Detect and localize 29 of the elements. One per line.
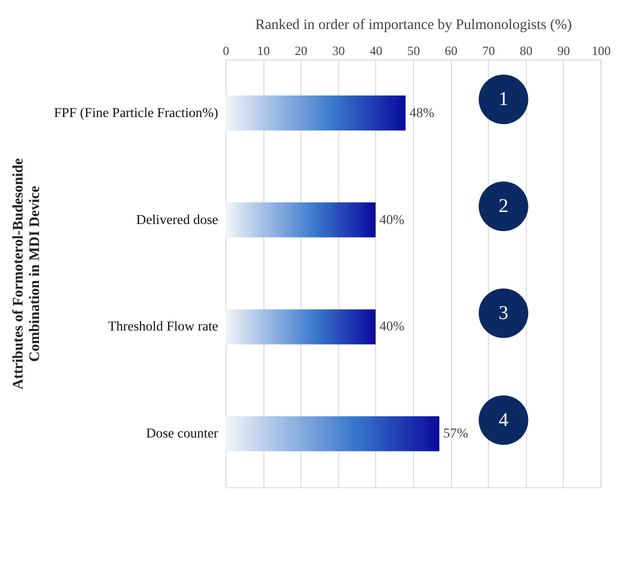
bar <box>225 416 440 452</box>
data-label: 40% <box>379 318 404 334</box>
y-tick-label: Dose counter <box>146 426 219 441</box>
bar <box>225 202 376 238</box>
x-axis-title: Ranked in order of importance by Pulmonologists (%) <box>255 16 572 33</box>
y-tick-label: FPF (Fine Particle Fraction%) <box>54 104 218 120</box>
y-axis-title: Attributes of Formoterol-Budesonide Combination in MDI Device <box>10 158 44 390</box>
data-label: 40% <box>379 212 404 227</box>
annotation: 3 <box>498 303 508 324</box>
x-tick-label: 30 <box>332 44 345 58</box>
data-label: 48% <box>409 104 434 120</box>
x-tick-label: 60 <box>444 44 458 58</box>
x-tick-label: 0 <box>222 44 230 58</box>
x-tick-label: 70 <box>482 44 495 58</box>
annotation: 4 <box>498 410 509 431</box>
x-tick-label: 80 <box>520 44 532 58</box>
x-tick-label: 100 <box>592 44 611 58</box>
x-tick-label: 40 <box>370 44 382 58</box>
x-tick-label: 50 <box>407 44 420 58</box>
x-tick-label: 20 <box>294 44 308 58</box>
y-tick-label: Delivered dose <box>136 212 218 227</box>
bar <box>225 96 406 131</box>
data-label: 57% <box>443 426 468 441</box>
bar <box>225 309 376 344</box>
annotation: 1 <box>498 89 508 110</box>
x-tick-label: 90 <box>557 44 570 58</box>
x-tick-label: 10 <box>257 44 270 58</box>
y-tick-label: Threshold Flow rate <box>108 318 218 334</box>
annotation: 2 <box>498 196 508 218</box>
